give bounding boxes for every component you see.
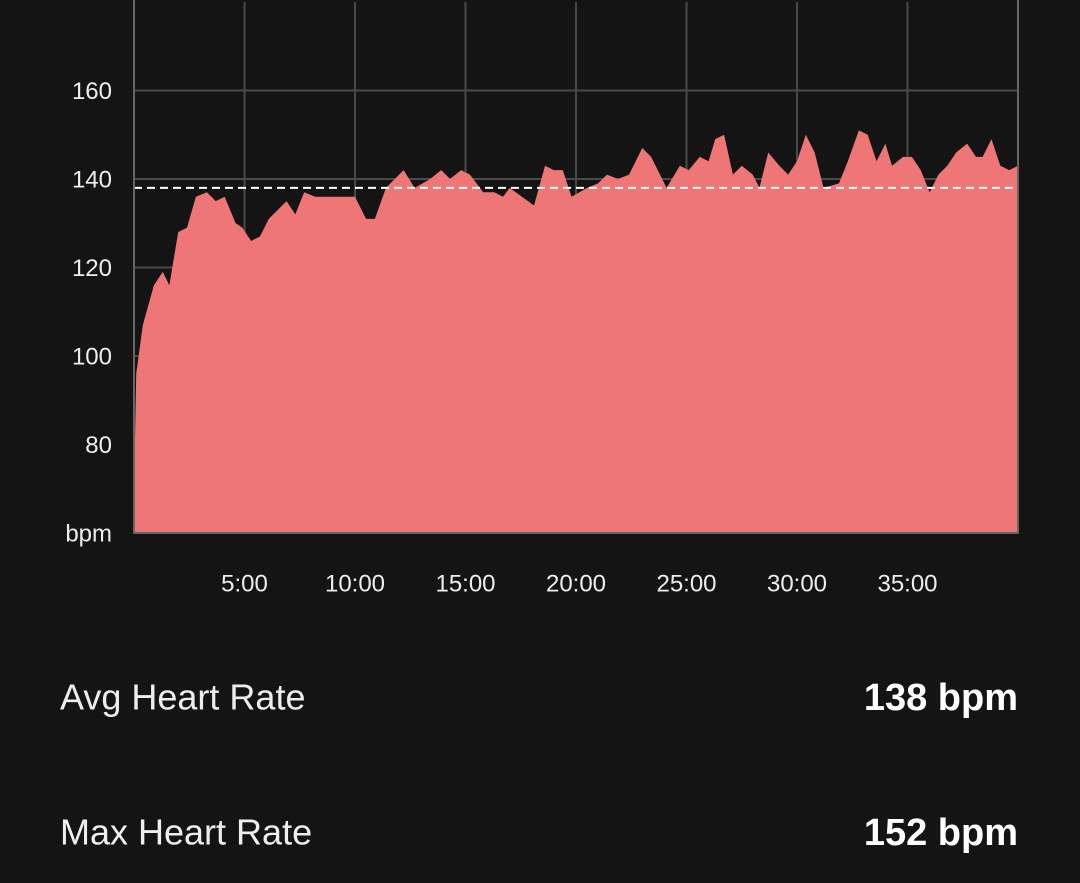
x-tick-label: 5:00 [221, 570, 268, 597]
stat-value: 138 bpm [864, 677, 1018, 719]
x-tick-label: 35:00 [877, 570, 937, 597]
stat-label: Max Heart Rate [60, 812, 312, 853]
y-tick-label: 120 [72, 255, 112, 282]
y-tick-label: 80 [85, 432, 112, 459]
chart: bpm 80 100 120 140 160 5:00 10:00 15:00 20:00 25:0… [65, 0, 1019, 597]
stat-label: Avg Heart Rate [60, 677, 305, 718]
y-tick-label: bpm [65, 520, 112, 547]
x-tick-label: 30:00 [767, 570, 827, 597]
x-tick-label: 15:00 [435, 570, 495, 597]
x-tick-label: 20:00 [546, 570, 606, 597]
y-tick-label: 160 [72, 78, 112, 105]
x-tick-label: 25:00 [656, 570, 716, 597]
y-tick-label: 140 [72, 166, 112, 193]
heart-rate-area [134, 130, 1018, 533]
x-tick-label: 10:00 [325, 570, 385, 597]
stat-value: 152 bpm [864, 812, 1018, 854]
y-tick-label: 100 [72, 343, 112, 370]
